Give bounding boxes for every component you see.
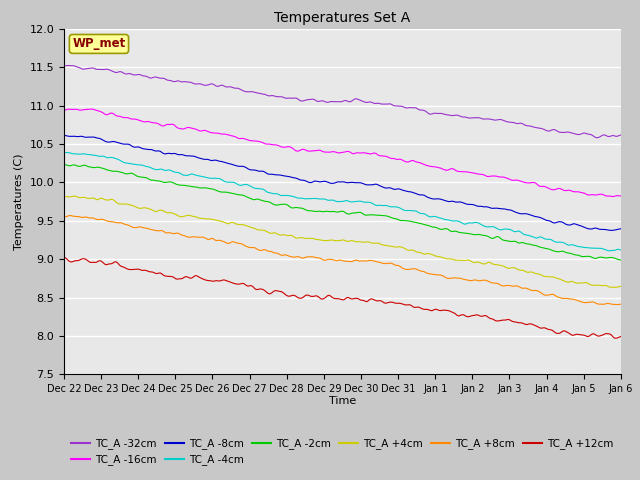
TC_A +12cm <box>281 291 289 297</box>
TC_A -4cm <box>465 220 472 226</box>
TC_A +4cm <box>71 193 79 199</box>
TC_A -4cm <box>127 161 135 167</box>
TC_A -8cm <box>127 143 135 148</box>
TC_A -4cm <box>617 247 625 253</box>
TC_A -16cm <box>282 144 290 150</box>
TC_A -32cm <box>412 105 419 110</box>
Legend: TC_A -32cm, TC_A -16cm, TC_A -8cm, TC_A -4cm, TC_A -2cm, TC_A +4cm, TC_A +8cm, T: TC_A -32cm, TC_A -16cm, TC_A -8cm, TC_A … <box>71 438 614 466</box>
Line: TC_A +4cm: TC_A +4cm <box>64 196 621 287</box>
Y-axis label: Temperatures (C): Temperatures (C) <box>14 153 24 250</box>
TC_A +4cm <box>243 223 251 228</box>
TC_A -16cm <box>617 193 625 199</box>
TC_A +8cm <box>467 278 474 284</box>
TC_A +4cm <box>412 249 419 254</box>
TC_A +8cm <box>129 224 136 230</box>
TC_A -16cm <box>412 159 419 165</box>
TC_A +12cm <box>127 267 135 273</box>
TC_A -4cm <box>462 221 470 227</box>
TC_A +4cm <box>129 203 136 208</box>
TC_A -2cm <box>127 170 135 176</box>
TC_A -32cm <box>463 115 471 120</box>
TC_A +8cm <box>282 252 290 258</box>
TC_A +4cm <box>467 258 474 264</box>
TC_A -32cm <box>282 96 290 101</box>
TC_A -16cm <box>60 108 68 113</box>
TC_A +12cm <box>617 334 625 339</box>
TC_A +12cm <box>611 336 619 341</box>
TC_A -8cm <box>607 228 615 233</box>
TC_A -16cm <box>129 116 136 122</box>
X-axis label: Time: Time <box>329 396 356 406</box>
TC_A +4cm <box>282 232 290 238</box>
TC_A -32cm <box>593 135 601 141</box>
TC_A +8cm <box>614 302 622 308</box>
TC_A +12cm <box>60 254 68 260</box>
Line: TC_A -32cm: TC_A -32cm <box>64 65 621 138</box>
Line: TC_A -2cm: TC_A -2cm <box>64 165 621 260</box>
TC_A -8cm <box>281 173 289 179</box>
TC_A -2cm <box>462 230 470 236</box>
TC_A +4cm <box>607 284 615 290</box>
TC_A -32cm <box>65 62 72 68</box>
Title: Temperatures Set A: Temperatures Set A <box>275 11 410 25</box>
TC_A -32cm <box>243 89 251 95</box>
TC_A -4cm <box>410 208 418 214</box>
TC_A -16cm <box>467 169 474 175</box>
TC_A -16cm <box>609 193 616 199</box>
TC_A -32cm <box>467 115 474 121</box>
TC_A -2cm <box>60 162 68 168</box>
Line: TC_A +12cm: TC_A +12cm <box>64 257 621 338</box>
TC_A -4cm <box>281 192 289 198</box>
TC_A -4cm <box>60 150 68 156</box>
Line: TC_A -8cm: TC_A -8cm <box>64 135 621 230</box>
TC_A -8cm <box>465 202 472 207</box>
TC_A +8cm <box>60 214 68 220</box>
TC_A -8cm <box>60 132 68 138</box>
TC_A -2cm <box>281 201 289 207</box>
TC_A -2cm <box>241 193 249 199</box>
TC_A +12cm <box>410 304 418 310</box>
TC_A +8cm <box>66 213 74 218</box>
TC_A -32cm <box>129 72 136 77</box>
TC_A -4cm <box>241 181 249 187</box>
TC_A +12cm <box>462 313 470 319</box>
TC_A -8cm <box>462 201 470 207</box>
TC_A -4cm <box>606 248 614 253</box>
Line: TC_A -4cm: TC_A -4cm <box>64 153 621 251</box>
TC_A -8cm <box>617 226 625 232</box>
TC_A +8cm <box>617 301 625 307</box>
TC_A -2cm <box>465 231 472 237</box>
TC_A -32cm <box>617 132 625 138</box>
Text: WP_met: WP_met <box>72 37 125 50</box>
TC_A -16cm <box>463 169 471 175</box>
TC_A -8cm <box>410 190 418 196</box>
TC_A -16cm <box>88 106 96 112</box>
TC_A +8cm <box>412 266 419 272</box>
TC_A -16cm <box>243 137 251 143</box>
TC_A -8cm <box>241 164 249 170</box>
TC_A +8cm <box>463 277 471 283</box>
TC_A -32cm <box>60 63 68 69</box>
TC_A -2cm <box>410 219 418 225</box>
TC_A +12cm <box>465 314 472 320</box>
TC_A -2cm <box>617 257 625 263</box>
TC_A +4cm <box>60 193 68 199</box>
Line: TC_A +8cm: TC_A +8cm <box>64 216 621 305</box>
TC_A +4cm <box>617 283 625 289</box>
TC_A +12cm <box>241 282 249 288</box>
Line: TC_A -16cm: TC_A -16cm <box>64 109 621 196</box>
TC_A +8cm <box>243 244 251 250</box>
TC_A +4cm <box>463 257 471 263</box>
